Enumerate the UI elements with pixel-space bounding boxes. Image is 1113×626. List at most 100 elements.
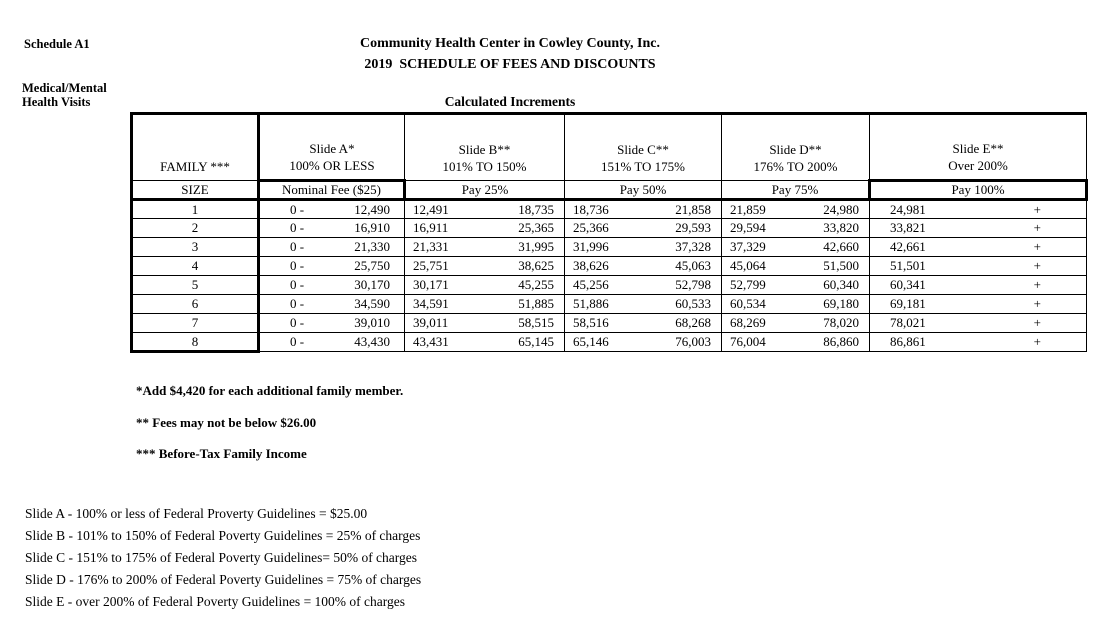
value-low: 0 - bbox=[290, 296, 305, 311]
range-cell-e: 86,861 + bbox=[869, 332, 1087, 352]
value-low: 52,799 bbox=[730, 277, 766, 292]
value-low: 43,431 bbox=[413, 334, 449, 349]
value-high: 51,885 bbox=[518, 296, 554, 311]
pay-cell-b: Pay 25% bbox=[404, 180, 565, 201]
family-size-cell: 4 bbox=[130, 256, 260, 276]
range-cell-a: 0 - 34,590 bbox=[258, 294, 405, 314]
range-cell-b: 16,911 25,365 bbox=[404, 218, 565, 238]
range-cell-d: 37,329 42,660 bbox=[721, 237, 870, 257]
range-cell-c: 38,626 45,063 bbox=[564, 256, 722, 276]
value-low: 58,516 bbox=[573, 315, 609, 330]
value-low: 16,911 bbox=[413, 220, 449, 235]
slide-a-range: 100% OR LESS bbox=[289, 158, 375, 173]
table-row: 6 0 - 34,590 34,591 51,885 51,886 60,533 60… bbox=[130, 294, 1087, 314]
value-high: 34,590 bbox=[354, 296, 390, 311]
header-size: SIZE bbox=[130, 180, 260, 201]
value-low: 24,981 bbox=[890, 201, 926, 217]
value-low: 51,886 bbox=[573, 296, 609, 311]
value-low: 0 - bbox=[290, 239, 305, 254]
value-low: 25,366 bbox=[573, 220, 609, 235]
range-cell-c: 45,256 52,798 bbox=[564, 275, 722, 295]
value-low: 0 - bbox=[290, 201, 305, 217]
value-high: 39,010 bbox=[354, 315, 390, 330]
header-slide-d: Slide D** 176% TO 200% bbox=[721, 112, 870, 181]
table-row: 5 0 - 30,170 30,171 45,255 45,256 52,798 52… bbox=[130, 275, 1087, 295]
range-cell-c: 51,886 60,533 bbox=[564, 294, 722, 314]
header-slide-b: Slide B** 101% TO 150% bbox=[404, 112, 565, 181]
value-high: 12,490 bbox=[354, 201, 390, 217]
slide-key-line-e: Slide E - over 200% of Federal Poverty G… bbox=[25, 594, 406, 609]
value-high: 52,798 bbox=[675, 277, 711, 292]
value-high: 30,170 bbox=[354, 277, 390, 292]
value-low: 78,021 bbox=[890, 315, 926, 330]
range-cell-e: 33,821 + bbox=[869, 218, 1087, 238]
value-high: 65,145 bbox=[518, 334, 554, 349]
slide-e-range: Over 200% bbox=[948, 158, 1008, 173]
slide-key-line-b: Slide B - 101% to 150% of Federal Povert… bbox=[25, 528, 421, 543]
value-high: 43,430 bbox=[354, 334, 390, 349]
family-size-cell: 3 bbox=[130, 237, 260, 257]
fee-schedule-table: FAMILY *** Slide A* 100% OR LESS Slide B… bbox=[130, 112, 1088, 353]
slide-d-title: Slide D** bbox=[769, 142, 822, 157]
slide-c-title: Slide C** bbox=[617, 142, 669, 157]
value-high: 76,003 bbox=[675, 334, 711, 349]
doc-title: 2019 SCHEDULE OF FEES AND DISCOUNTS bbox=[364, 57, 656, 72]
range-cell-d: 68,269 78,020 bbox=[721, 313, 870, 333]
range-cell-b: 12,491 18,735 bbox=[404, 199, 565, 219]
range-cell-a: 0 - 16,910 bbox=[258, 218, 405, 238]
value-high: 45,255 bbox=[518, 277, 554, 292]
range-cell-b: 39,011 58,515 bbox=[404, 313, 565, 333]
range-cell-e: 60,341 + bbox=[869, 275, 1087, 295]
family-size-cell: 8 bbox=[130, 332, 260, 353]
range-cell-c: 25,366 29,593 bbox=[564, 218, 722, 238]
value-low: 45,064 bbox=[730, 258, 766, 273]
range-cell-d: 60,534 69,180 bbox=[721, 294, 870, 314]
range-cell-a: 0 - 12,490 bbox=[258, 199, 405, 219]
range-cell-e: 42,661 + bbox=[869, 237, 1087, 257]
value-low: 0 - bbox=[290, 315, 305, 330]
value-low: 42,661 bbox=[890, 239, 926, 254]
schedule-label: Schedule A1 bbox=[24, 37, 90, 51]
slide-key-line-d: Slide D - 176% to 200% of Federal Povert… bbox=[25, 572, 422, 587]
value-high: 42,660 bbox=[823, 239, 859, 254]
table-caption: Calculated Increments bbox=[444, 94, 576, 109]
range-cell-a: 0 - 39,010 bbox=[258, 313, 405, 333]
value-high: 33,820 bbox=[823, 220, 859, 235]
value-low: 34,591 bbox=[413, 296, 449, 311]
range-cell-a: 0 - 21,330 bbox=[258, 237, 405, 257]
range-cell-e: 51,501 + bbox=[869, 256, 1087, 276]
value-low: 69,181 bbox=[890, 296, 926, 311]
range-cell-b: 25,751 38,625 bbox=[404, 256, 565, 276]
value-high: 21,858 bbox=[675, 201, 711, 217]
section-label-line2: Health Visits bbox=[22, 95, 91, 109]
value-low: 0 - bbox=[290, 334, 305, 349]
table-row: 7 0 - 39,010 39,011 58,515 58,516 68,268 68… bbox=[130, 313, 1087, 333]
pay-cell-d: Pay 75% bbox=[721, 180, 870, 201]
slide-b-title: Slide B** bbox=[458, 142, 511, 157]
table-row: 8 0 - 43,430 43,431 65,145 65,146 76,003 76… bbox=[130, 332, 1087, 353]
family-size-cell: 1 bbox=[130, 199, 260, 219]
value-low: 33,821 bbox=[890, 220, 926, 235]
range-cell-a: 0 - 25,750 bbox=[258, 256, 405, 276]
value-high: 60,340 bbox=[823, 277, 859, 292]
plus-sign: + bbox=[1033, 201, 1041, 217]
header-slide-a: Slide A* 100% OR LESS bbox=[258, 112, 405, 181]
plus-sign: + bbox=[1033, 277, 1041, 292]
value-high: 68,268 bbox=[675, 315, 711, 330]
org-title: Community Health Center in Cowley County… bbox=[360, 36, 660, 51]
plus-sign: + bbox=[1033, 334, 1041, 349]
value-low: 68,269 bbox=[730, 315, 766, 330]
range-cell-c: 18,736 21,858 bbox=[564, 199, 722, 219]
value-low: 29,594 bbox=[730, 220, 766, 235]
range-cell-e: 78,021 + bbox=[869, 313, 1087, 333]
value-low: 30,171 bbox=[413, 277, 449, 292]
plus-sign: + bbox=[1033, 239, 1041, 254]
table-header-row-pay: SIZE Nominal Fee ($25) Pay 25% Pay 50% P… bbox=[130, 179, 1088, 201]
footnote-minimum-fee: ** Fees may not be below $26.00 bbox=[136, 415, 317, 430]
section-label: Medical/Mental Health Visits bbox=[22, 81, 107, 109]
value-high: 29,593 bbox=[675, 220, 711, 235]
value-high: 25,365 bbox=[518, 220, 554, 235]
header-family: FAMILY *** bbox=[130, 112, 260, 181]
value-high: 24,980 bbox=[823, 201, 859, 217]
value-high: 18,735 bbox=[518, 201, 554, 217]
